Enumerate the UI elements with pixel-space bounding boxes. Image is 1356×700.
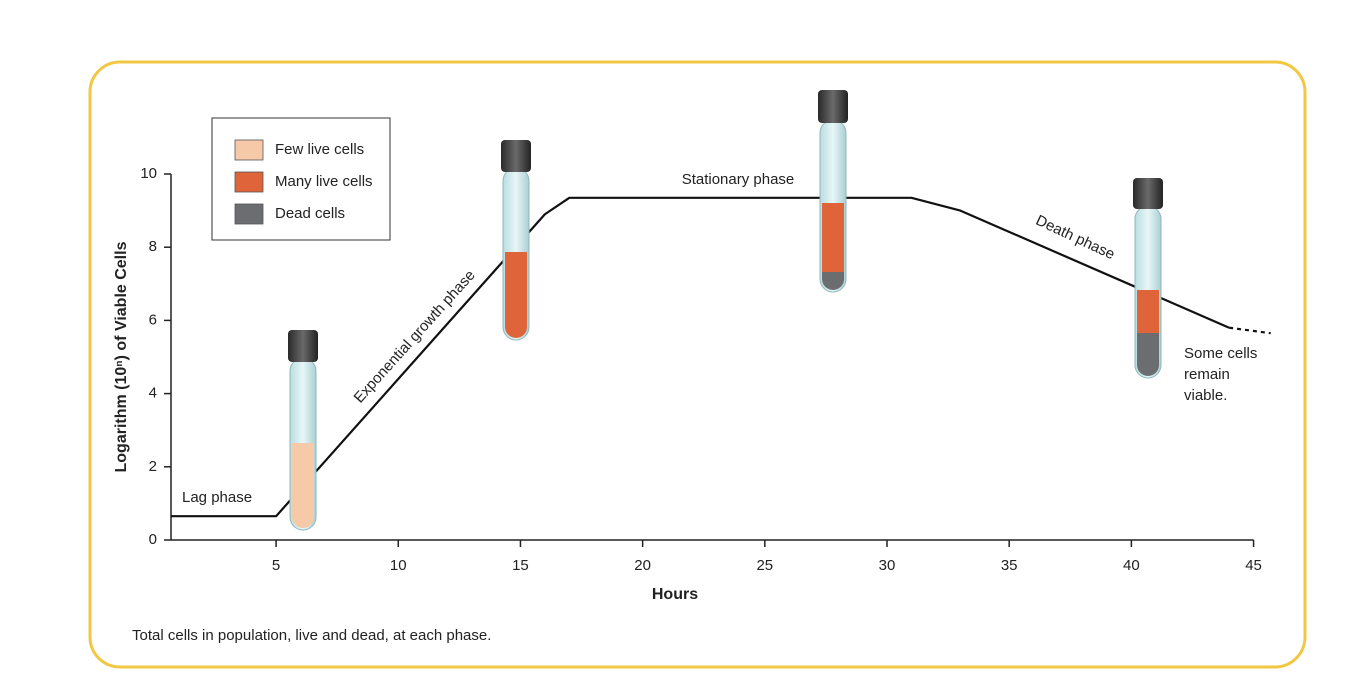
y-tick-label: 8 bbox=[149, 238, 157, 255]
legend-label: Dead cells bbox=[275, 205, 345, 222]
growth-curve bbox=[1228, 326, 1271, 335]
y-tick-label: 10 bbox=[140, 165, 157, 182]
legend-swatch bbox=[234, 203, 264, 225]
legend: Few live cells Many live cells Dead cells bbox=[211, 117, 391, 241]
x-tick-label: 30 bbox=[879, 557, 896, 574]
y-axis-label: Logarithm (10ⁿ) of Viable Cells bbox=[113, 241, 130, 472]
tube bbox=[1133, 178, 1163, 379]
x-tick-label: 40 bbox=[1123, 557, 1140, 574]
x-tick-label: 35 bbox=[1001, 557, 1018, 574]
tube bbox=[501, 140, 531, 341]
x-tick-label: 15 bbox=[512, 557, 529, 574]
growth-curve bbox=[171, 196, 1230, 518]
x-tick-label: 10 bbox=[390, 557, 407, 574]
footnote: Total cells in population, live and dead… bbox=[132, 627, 491, 644]
tube bbox=[818, 90, 848, 293]
y-tick-label: 4 bbox=[149, 385, 157, 402]
tube bbox=[288, 330, 318, 531]
annotation: viable. bbox=[1184, 387, 1227, 404]
y-tick-label: 0 bbox=[149, 531, 157, 548]
annotation: remain bbox=[1184, 366, 1230, 383]
legend-swatch bbox=[234, 139, 264, 161]
y-tick-label: 6 bbox=[149, 311, 157, 328]
x-tick-label: 45 bbox=[1245, 557, 1262, 574]
annotation: Stationary phase bbox=[682, 171, 795, 188]
legend-label: Many live cells bbox=[275, 173, 373, 190]
x-tick-label: 5 bbox=[272, 557, 280, 574]
x-tick-label: 25 bbox=[756, 557, 773, 574]
x-axis-label: Hours bbox=[652, 586, 698, 603]
legend-label: Few live cells bbox=[275, 141, 364, 158]
x-tick-label: 20 bbox=[634, 557, 651, 574]
annotation: Some cells bbox=[1184, 345, 1257, 362]
frame bbox=[88, 60, 1307, 669]
annotation: Lag phase bbox=[182, 489, 252, 506]
y-tick-label: 2 bbox=[149, 458, 157, 475]
legend-swatch bbox=[234, 171, 264, 193]
test-tubes bbox=[288, 90, 1163, 531]
